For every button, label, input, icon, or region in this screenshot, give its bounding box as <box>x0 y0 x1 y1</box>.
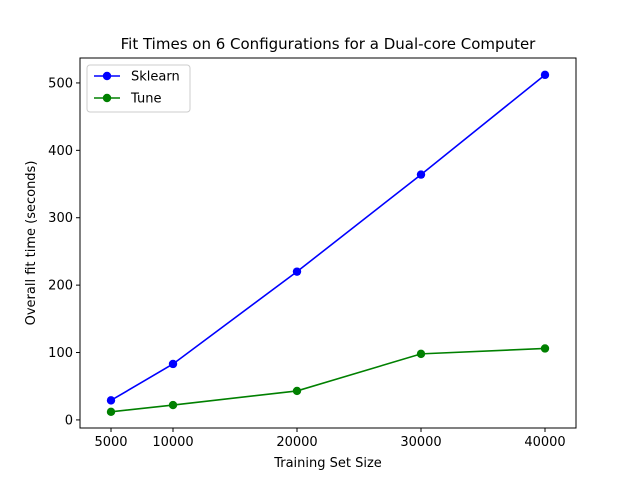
x-tick-label: 20000 <box>276 435 317 450</box>
legend-marker-sklearn <box>102 71 112 81</box>
y-tick-label: 500 <box>48 76 73 91</box>
data-point-sklearn <box>106 396 116 405</box>
y-tick-label: 100 <box>48 346 73 361</box>
series-layer <box>106 70 550 417</box>
y-axis-label: Overall fit time (seconds) <box>24 161 39 326</box>
plot-frame <box>79 57 577 429</box>
data-point-sklearn <box>168 359 178 369</box>
data-point-sklearn <box>416 170 426 179</box>
data-point-tune <box>106 407 116 417</box>
x-axis: 5000 10000 20000 30000 40000 <box>94 428 566 450</box>
data-point-tune <box>416 349 426 359</box>
y-tick-label: 0 <box>65 413 73 428</box>
y-tick-label: 300 <box>48 211 73 226</box>
data-point-tune <box>168 400 178 410</box>
chart-title: Fit Times on 6 Configurations for a Dual… <box>121 35 537 53</box>
x-tick-label: 40000 <box>524 435 565 450</box>
legend: Sklearn Tune <box>86 64 191 113</box>
x-tick-label: 30000 <box>400 435 441 450</box>
legend-label-sklearn: Sklearn <box>131 70 180 85</box>
data-point-sklearn <box>292 267 302 276</box>
data-point-tune <box>540 344 550 353</box>
data-point-tune <box>292 386 302 396</box>
legend-marker-tune <box>102 93 112 103</box>
x-tick-label: 5000 <box>94 435 127 450</box>
y-tick-label: 400 <box>48 144 73 159</box>
plot-area <box>79 57 577 429</box>
legend-label-tune: Tune <box>130 92 161 107</box>
data-point-sklearn <box>540 70 550 80</box>
x-tick-label: 10000 <box>152 435 193 450</box>
y-tick-label: 200 <box>48 279 73 294</box>
x-axis-label: Training Set Size <box>273 456 382 471</box>
y-axis: 0 100 200 300 400 500 <box>48 76 80 428</box>
